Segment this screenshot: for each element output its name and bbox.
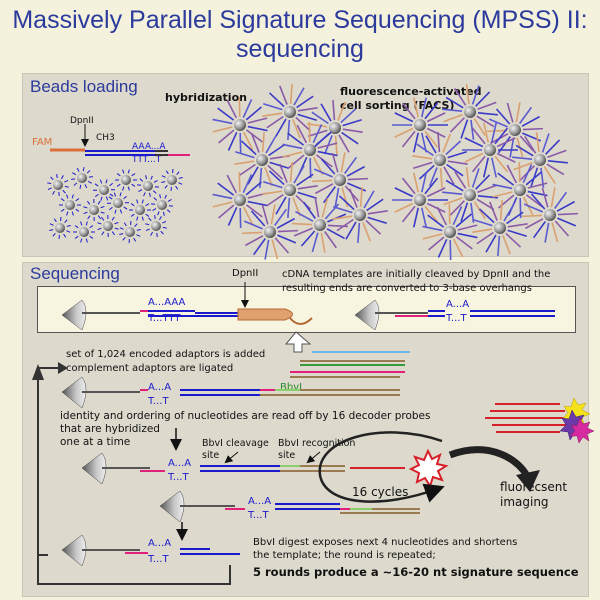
- title-line-1: Massively Parallel Signature Sequencing …: [12, 6, 588, 34]
- imaging-line-2: imaging: [500, 495, 549, 509]
- facs-label: fluorescence-activated cell sorting (FAC…: [340, 85, 482, 113]
- row3-strand-a: A...A: [168, 458, 192, 469]
- rounds-summary: 5 rounds produce a ~16-20 nt signature s…: [253, 565, 579, 579]
- row1-strand-a: A...AAA: [148, 297, 186, 308]
- row4-strand-a: A...A: [248, 496, 272, 507]
- row1b-strand-a: A...A: [446, 299, 470, 310]
- aaa-label: AAA...A: [132, 142, 166, 152]
- adaptors-line-2: complement adaptors are ligated: [66, 363, 234, 374]
- row5-strand-a: A...A: [148, 538, 172, 549]
- row2-strand-a: A...A: [148, 382, 172, 393]
- cdna-description: cDNA templates are initially cleaved by …: [282, 268, 550, 296]
- row4-strand-t: T...T: [248, 510, 269, 521]
- row3-strand-t: T...T: [168, 472, 189, 483]
- ttt-label: TTT...T: [132, 155, 162, 165]
- cdna-line-2: resulting ends are converted to 3-base o…: [282, 283, 532, 294]
- row1-strand-t: T...TTT: [148, 313, 181, 324]
- cycles-label: 16 cycles: [352, 485, 409, 499]
- beads-loading-panel: [22, 73, 589, 257]
- cleavage-line-1: BbvI cleavage: [202, 438, 269, 449]
- digest-line-2: the template; the round is repeated;: [253, 550, 436, 561]
- decoder-line-1: identity and ordering of nucleotides are…: [60, 410, 431, 422]
- digest-line-1: BbvI digest exposes next 4 nucleotides a…: [253, 537, 518, 548]
- row1b-strand-t: T...T: [446, 313, 467, 324]
- recognition-line-2: site: [278, 450, 296, 461]
- facs-line-2: cell sorting (FACS): [340, 99, 455, 112]
- imaging-line-1: fluorecsent: [500, 480, 568, 494]
- row2-strand-t: T...T: [148, 396, 169, 407]
- hybridization-label: hybridization: [165, 91, 247, 104]
- adaptors-line-1: set of 1,024 encoded adaptors is added: [66, 349, 266, 360]
- cleavage-line-2: site: [202, 450, 220, 461]
- cleavage-site-label: BbvI cleavage site: [202, 438, 269, 462]
- facs-line-1: fluorescence-activated: [340, 85, 482, 98]
- row5-strand-t: T...T: [148, 554, 169, 565]
- dpnii-label-beads: DpnII: [70, 116, 94, 126]
- fam-label: FAM: [32, 137, 53, 148]
- sequencing-heading: Sequencing: [30, 264, 120, 283]
- imaging-label: fluorecsent imaging: [500, 480, 567, 510]
- recognition-site-label: BbvI recognition site: [278, 438, 355, 462]
- decoder-line-2: that are hybridized: [60, 423, 160, 435]
- digest-description: BbvI digest exposes next 4 nucleotides a…: [253, 536, 517, 562]
- recognition-line-1: BbvI recognition: [278, 438, 356, 449]
- adaptors-description: set of 1,024 encoded adaptors is added c…: [66, 348, 265, 376]
- page-title: Massively Parallel Signature Sequencing …: [0, 6, 600, 64]
- bbvi-label: BbvI: [280, 382, 303, 393]
- cdna-line-1: cDNA templates are initially cleaved by …: [282, 269, 551, 280]
- ch3-label: CH3: [96, 133, 115, 143]
- title-line-2: sequencing: [236, 35, 364, 63]
- dpnii-label-seq: DpnII: [232, 268, 259, 279]
- cdna-callout-box: [37, 286, 576, 333]
- beads-loading-heading: Beads loading: [30, 77, 138, 96]
